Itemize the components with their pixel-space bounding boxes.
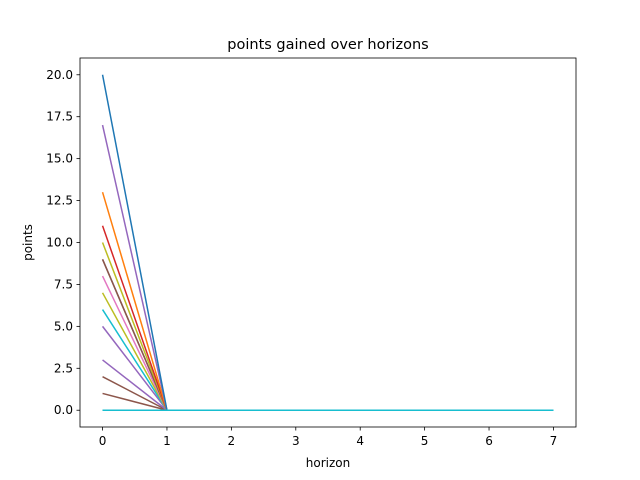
x-tick-label: 1 (163, 434, 171, 448)
y-tick-label: 17.5 (46, 110, 73, 124)
y-tick-label: 5.0 (54, 319, 73, 333)
x-axis-label: horizon (306, 456, 350, 470)
chart-title: points gained over horizons (227, 37, 428, 53)
y-axis-label: points (21, 224, 35, 261)
x-tick-label: 7 (550, 434, 558, 448)
y-tick-label: 10.0 (46, 236, 73, 250)
x-tick-label: 0 (99, 434, 107, 448)
x-tick-label: 2 (228, 434, 236, 448)
x-tick-label: 6 (485, 434, 493, 448)
y-tick-label: 7.5 (54, 277, 73, 291)
y-tick-label: 0.0 (54, 403, 73, 417)
series-layer (101, 74, 554, 411)
x-tick-label: 4 (356, 434, 364, 448)
x-axis: 0 1 2 3 4 5 6 7 (99, 427, 558, 448)
y-tick-label: 12.5 (46, 194, 73, 208)
x-tick-label: 3 (292, 434, 300, 448)
y-tick-label: 20.0 (46, 68, 73, 82)
y-axis: 0.0 2.5 5.0 7.5 10.0 12.5 15.0 17.5 20.0 (46, 68, 80, 417)
x-tick-label: 5 (421, 434, 429, 448)
y-tick-label: 2.5 (54, 361, 73, 375)
y-tick-label: 15.0 (46, 152, 73, 166)
